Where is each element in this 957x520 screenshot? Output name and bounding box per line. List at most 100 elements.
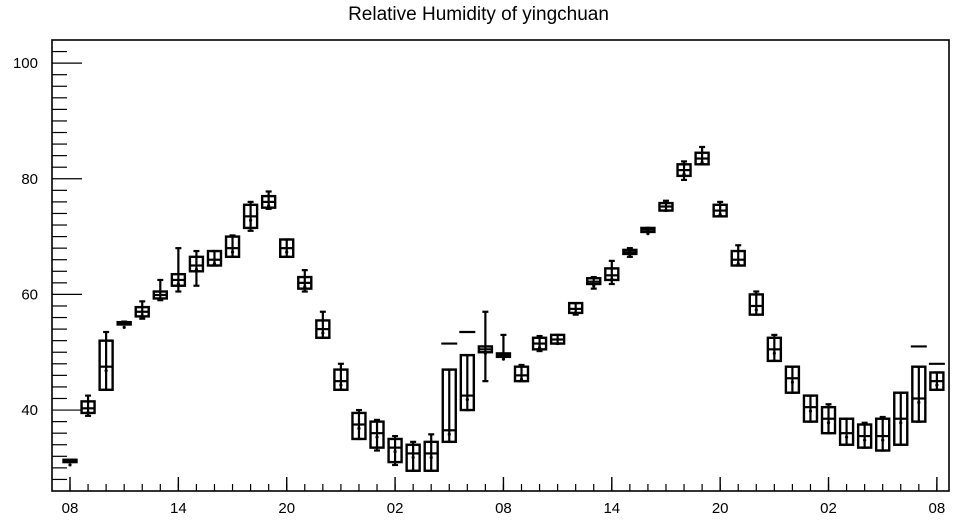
box-35 [694, 145, 710, 166]
mean-dot [230, 250, 235, 254]
box-iqr [820, 405, 837, 435]
mean-dot [899, 421, 903, 425]
box-iqr [333, 368, 349, 392]
box-15 [333, 362, 349, 392]
box-5 [152, 278, 169, 302]
box-iqr [730, 249, 746, 267]
mean-dot [158, 297, 162, 301]
mean-dot [664, 208, 668, 213]
y-axis: 40 60 80 100 [13, 50, 82, 481]
y-tick-label: 100 [13, 55, 38, 72]
box-36 [712, 200, 728, 218]
box-26 [531, 334, 548, 353]
mean-dot [465, 397, 469, 402]
mean-dot [772, 351, 776, 355]
box-iqr [423, 440, 439, 472]
box-iqr [784, 365, 801, 394]
mean-dot [917, 400, 921, 405]
mean-dot [736, 262, 740, 266]
chart-title: Relative Humidity of yingchuan [348, 4, 609, 25]
mean-dot [375, 435, 379, 439]
box-4 [134, 300, 150, 320]
box-39 [766, 333, 783, 363]
box-40 [784, 365, 801, 394]
box-2 [98, 330, 114, 392]
x-tick-label: 08 [495, 500, 512, 517]
box-iqr [224, 235, 241, 259]
x-axis: 08 14 20 02 08 14 20 02 08 [62, 477, 946, 517]
mean-dot [628, 254, 632, 258]
box-33 [658, 199, 674, 213]
box-45 [875, 415, 891, 452]
box-1 [80, 394, 96, 417]
mean-dot [826, 421, 831, 425]
mean-dot [556, 341, 560, 346]
box-42 [820, 403, 837, 435]
box-6 [170, 247, 187, 293]
mean-dot [501, 357, 506, 361]
box-25 [513, 363, 530, 383]
mean-dot [212, 262, 217, 266]
boxes-layer [62, 145, 945, 472]
box-34 [676, 160, 692, 182]
box-18 [387, 434, 403, 467]
box-iqr [838, 417, 855, 446]
mean-dot [86, 410, 90, 414]
x-tick-label: 14 [603, 500, 620, 517]
mean-dot [339, 383, 343, 387]
box-22 [459, 353, 476, 412]
box-31 [622, 247, 638, 258]
mean-dot [447, 432, 451, 436]
box-iqr [351, 411, 367, 441]
box-7 [188, 249, 205, 287]
box-43 [838, 417, 855, 446]
box-48 [929, 371, 945, 392]
y-tick-label: 80 [21, 171, 38, 188]
mean-dot [700, 160, 704, 165]
mean-dot [863, 438, 867, 442]
box-0 [62, 458, 78, 467]
plot-frame [51, 39, 950, 492]
box-32 [640, 226, 656, 236]
box-10 [242, 200, 259, 232]
mean-dot [393, 450, 397, 454]
x-tick-label: 08 [929, 500, 946, 517]
x-tick-label: 08 [62, 500, 79, 517]
mean-dot [537, 345, 542, 350]
box-27 [549, 333, 566, 346]
box-16 [351, 408, 367, 441]
mean-dot [682, 172, 686, 176]
mean-dot [574, 311, 578, 315]
x-tick-label: 20 [278, 500, 295, 517]
y-tick-label: 60 [21, 286, 38, 303]
box-iqr [98, 339, 114, 392]
mean-dot [321, 331, 325, 335]
mean-dot [194, 267, 199, 272]
box-iqr [513, 365, 530, 383]
mean-dot [519, 377, 524, 381]
mean-dot [429, 455, 433, 460]
box-iqr [188, 255, 205, 273]
mean-dot [610, 277, 614, 281]
box-19 [405, 440, 421, 472]
box-iqr [802, 394, 819, 423]
box-44 [856, 421, 873, 449]
box-iqr [387, 437, 403, 464]
box-iqr [441, 368, 457, 444]
box-iqr [405, 443, 421, 472]
box-47 [911, 365, 927, 423]
box-41 [802, 394, 819, 423]
x-tick-label: 20 [712, 500, 729, 517]
box-3 [116, 320, 132, 329]
box-8 [206, 249, 223, 267]
mean-dot [303, 285, 307, 289]
mean-dot [104, 369, 108, 373]
box-12 [279, 238, 295, 259]
mean-dot [140, 314, 144, 318]
mean-dot [646, 232, 650, 236]
box-iqr [369, 420, 385, 449]
box-iqr [911, 365, 927, 423]
mean-dot [122, 325, 126, 329]
box-20 [423, 433, 439, 472]
box-13 [297, 269, 313, 293]
